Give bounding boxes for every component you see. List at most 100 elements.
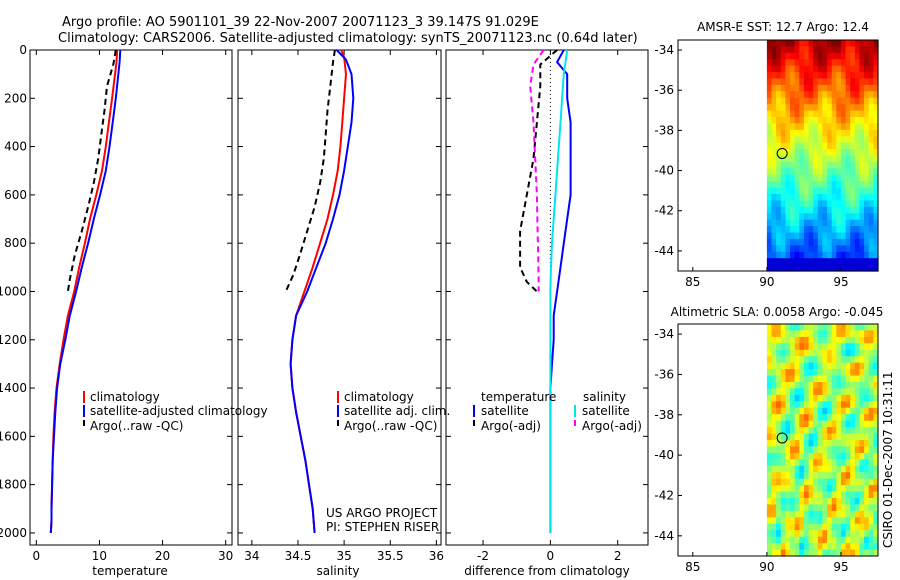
heatmap-cell: [822, 149, 828, 157]
heatmap-cell: [827, 510, 833, 518]
heatmap-cell: [854, 543, 861, 551]
heatmap-cell: [841, 543, 847, 551]
y-tick-label: 800: [4, 236, 27, 250]
heatmap-cell: [813, 452, 819, 460]
heatmap-cell: [854, 245, 861, 253]
sst-map: 85 90 95-34-36-38-40-42-44: [654, 39, 879, 289]
heatmap-cell: [794, 194, 800, 201]
heatmap-cell: [776, 187, 782, 195]
heatmap-cell: [817, 200, 823, 208]
heatmap-cell: [771, 187, 777, 195]
heatmap-cell: [785, 52, 791, 60]
heatmap-cell: [803, 349, 810, 357]
sla-map-title: Altimetric SLA: 0.0058 Argo: -0.045: [671, 305, 884, 319]
map-frame: [677, 323, 879, 557]
heatmap-cell: [780, 206, 786, 214]
heatmap-cell: [827, 478, 833, 486]
heatmap-cell: [827, 517, 833, 525]
heatmap-cell: [850, 433, 856, 441]
heatmap-cell: [771, 59, 777, 67]
heatmap-cell: [790, 161, 796, 169]
heatmap-cell: [841, 251, 847, 259]
heatmap-cell: [780, 226, 786, 234]
heatmap-cell: [831, 129, 837, 137]
heatmap-cell: [854, 465, 861, 473]
heatmap-cell: [841, 46, 847, 54]
heatmap-cell: [794, 491, 800, 499]
heatmap-cell: [864, 123, 870, 131]
heatmap-cell: [868, 264, 874, 272]
heatmap-cell: [836, 206, 842, 214]
heatmap-cell: [785, 40, 791, 47]
heatmap-cell: [836, 104, 842, 112]
heatmap-cell: [808, 155, 814, 163]
heatmap-cell: [790, 549, 796, 557]
heatmap-cell: [794, 362, 800, 370]
heatmap-cell: [808, 356, 814, 364]
heatmap-cell: [854, 264, 861, 272]
heatmap-cell: [776, 264, 782, 272]
heatmap-cell: [799, 46, 805, 54]
heatmap-cell: [803, 336, 810, 344]
heatmap-cell: [790, 110, 796, 118]
figure-title-line1: Argo profile: AO 5901101_39 22-Nov-2007 …: [62, 15, 539, 30]
heatmap-cell: [854, 232, 861, 240]
heatmap-cell: [836, 356, 842, 364]
heatmap-cell: [859, 161, 865, 169]
heatmap-cell: [799, 530, 805, 538]
heatmap-cell: [799, 91, 805, 99]
heatmap-cell: [854, 375, 861, 383]
heatmap-cell: [771, 336, 777, 344]
heatmap-cell: [799, 498, 805, 505]
heatmap-cell: [841, 213, 847, 221]
heatmap-cell: [776, 155, 782, 163]
heatmap-cell: [859, 472, 865, 480]
heatmap-cell: [841, 369, 847, 377]
heatmap-cell: [845, 168, 851, 176]
heatmap-cell: [873, 258, 879, 266]
heatmap-cell: [813, 104, 819, 112]
heatmap-cell: [813, 40, 819, 47]
heatmap-cell: [850, 258, 856, 266]
heatmap-cell: [827, 349, 833, 357]
heatmap-cell: [808, 46, 814, 54]
heatmap-cell: [864, 530, 870, 538]
heatmap-cell: [813, 168, 819, 176]
heatmap-cell: [785, 504, 791, 512]
heatmap-cell: [864, 200, 870, 208]
heatmap-cell: [859, 251, 865, 259]
heatmap-cell: [845, 97, 851, 105]
legend-label-satellite: satellite adj. clim.: [344, 404, 450, 418]
heatmap-cell: [780, 194, 786, 201]
heatmap-cell: [850, 349, 856, 357]
heatmap-cell: [780, 452, 786, 460]
heatmap-cell: [799, 440, 805, 447]
heatmap-cell: [785, 324, 791, 331]
heatmap-cell: [790, 226, 796, 234]
heatmap-cell: [845, 194, 851, 201]
heatmap-cell: [831, 446, 837, 454]
heatmap-cell: [845, 543, 851, 551]
heatmap-cell: [799, 433, 805, 441]
heatmap-cell: [790, 530, 796, 538]
heatmap-cell: [799, 123, 805, 131]
heatmap-cell: [776, 485, 782, 493]
heatmap-cell: [873, 336, 879, 344]
heatmap-cell: [813, 401, 819, 409]
heatmap-cell: [790, 517, 796, 525]
heatmap-cell: [771, 78, 777, 86]
heatmap-cell: [845, 46, 851, 54]
heatmap-cell: [794, 174, 800, 182]
heatmap-cell: [822, 72, 828, 80]
heatmap-cell: [836, 420, 842, 428]
heatmap-cell: [859, 174, 865, 182]
heatmap-cell: [780, 251, 786, 259]
heatmap-cell: [864, 536, 870, 544]
heatmap-cell: [836, 465, 842, 473]
heatmap-cell: [831, 84, 837, 92]
heatmap-cell: [831, 155, 837, 163]
heatmap-cell: [864, 472, 870, 480]
heatmap-cell: [873, 136, 879, 144]
heatmap-cell: [776, 129, 782, 137]
heatmap-cell: [822, 181, 828, 189]
